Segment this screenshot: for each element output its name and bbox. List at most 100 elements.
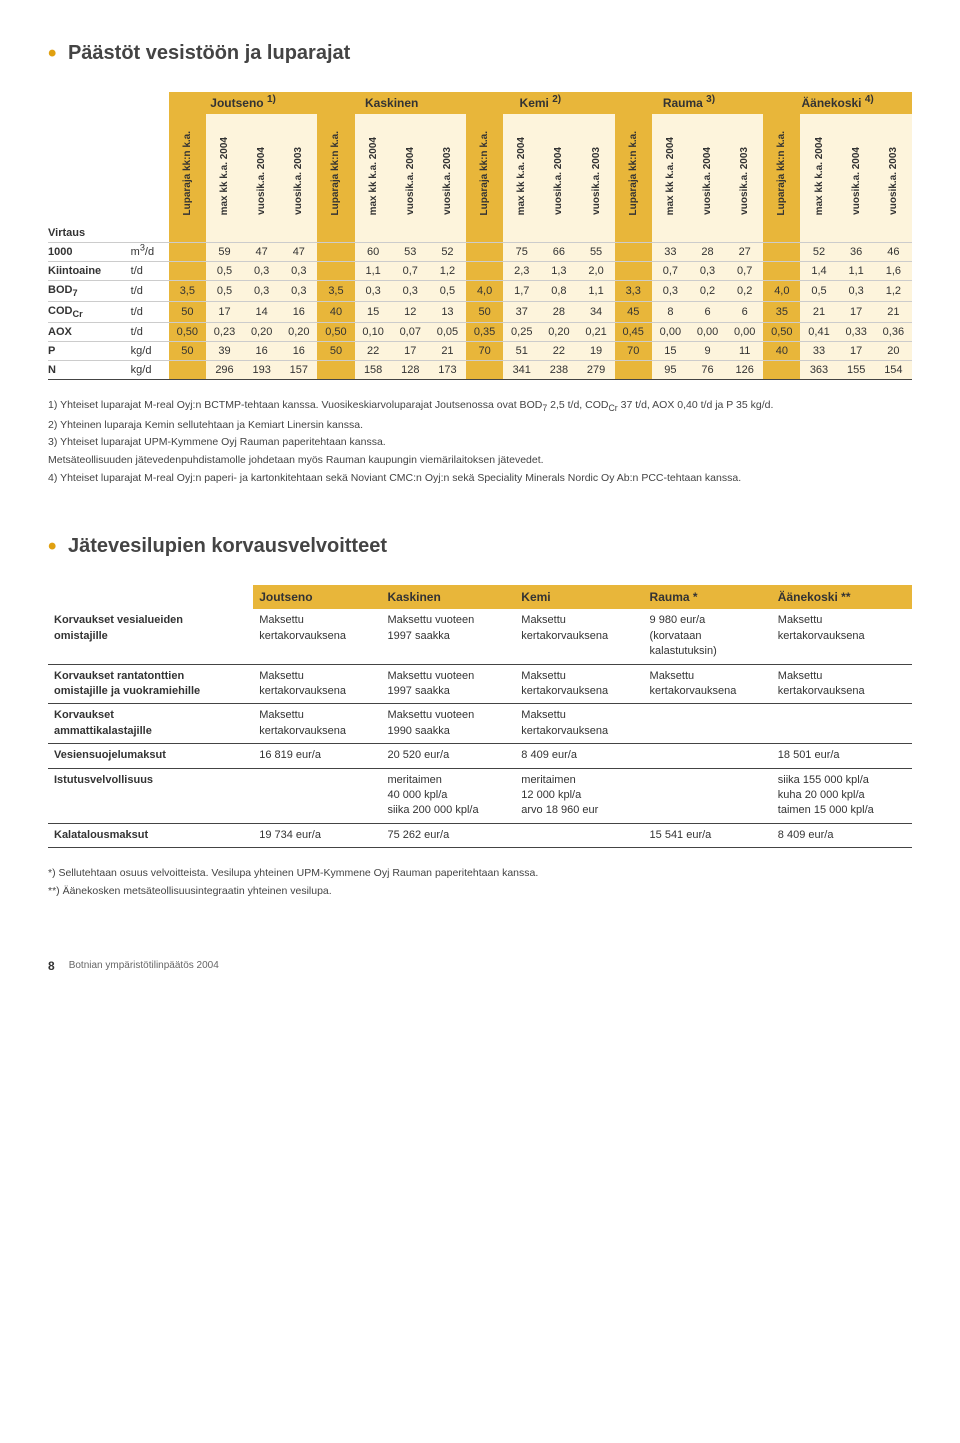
data-cell xyxy=(763,262,800,281)
table-row: Kalatalousmaksut19 734 eur/a75 262 eur/a… xyxy=(48,823,912,847)
data-cell: Maksettu vuoteen1997 saakka xyxy=(381,609,515,664)
data-cell: 15 xyxy=(652,342,689,361)
row-label: P xyxy=(48,342,129,361)
data-cell: 75 xyxy=(503,243,540,262)
row-unit: kg/d xyxy=(129,361,169,380)
data-cell: 4,0 xyxy=(763,281,800,302)
data-cell: 0,20 xyxy=(280,323,317,342)
data-cell xyxy=(726,224,763,243)
data-cell: 0,33 xyxy=(838,323,875,342)
note-line: *) Sellutehtaan osuus velvoitteista. Ves… xyxy=(48,866,912,881)
data-cell xyxy=(615,361,652,380)
data-cell xyxy=(466,243,503,262)
data-cell xyxy=(763,224,800,243)
section1-notes: 1) Yhteiset luparajat M-real Oyj:n BCTMP… xyxy=(48,398,912,485)
data-cell: 0,20 xyxy=(243,323,280,342)
data-cell: 16 xyxy=(243,342,280,361)
data-cell: 0,50 xyxy=(763,323,800,342)
data-cell: 0,5 xyxy=(429,281,466,302)
data-cell: 1,4 xyxy=(800,262,837,281)
data-cell: Maksettukertakorvauksena xyxy=(253,609,381,664)
data-cell: 18 501 eur/a xyxy=(772,744,912,768)
data-cell xyxy=(169,361,206,380)
section2-title: • Jätevesilupien korvausvelvoitteet xyxy=(48,533,912,561)
data-cell: 27 xyxy=(726,243,763,262)
data-cell xyxy=(615,243,652,262)
data-cell: 70 xyxy=(466,342,503,361)
data-cell: 0,3 xyxy=(652,281,689,302)
t2-col-header xyxy=(48,585,253,609)
col-header: vuosik.a. 2004 xyxy=(243,114,280,224)
row-label: Korvauksetammattikalastajille xyxy=(48,704,253,744)
data-cell: 341 xyxy=(503,361,540,380)
data-cell: 33 xyxy=(652,243,689,262)
row-unit: t/d xyxy=(129,323,169,342)
data-cell: 6 xyxy=(689,302,726,323)
data-cell: 13 xyxy=(429,302,466,323)
data-cell: 16 819 eur/a xyxy=(253,744,381,768)
data-cell: 16 xyxy=(280,342,317,361)
data-cell xyxy=(540,224,577,243)
data-cell: 28 xyxy=(540,302,577,323)
data-cell: Maksettukertakorvauksena xyxy=(253,664,381,704)
row-label: Vesiensuojelumaksut xyxy=(48,744,253,768)
data-cell: 0,00 xyxy=(652,323,689,342)
row-unit: t/d xyxy=(129,302,169,323)
data-cell: 158 xyxy=(355,361,392,380)
data-cell: 50 xyxy=(169,302,206,323)
data-cell: 0,5 xyxy=(206,262,243,281)
group-header: Kemi 2) xyxy=(466,92,615,114)
data-cell: 21 xyxy=(875,302,912,323)
data-cell: meritaimen12 000 kpl/aarvo 18 960 eur xyxy=(515,768,643,823)
data-cell: 1,1 xyxy=(838,262,875,281)
note-line: 3) Yhteiset luparajat UPM-Kymmene Oyj Ra… xyxy=(48,435,912,450)
data-cell: 0,3 xyxy=(689,262,726,281)
data-cell: meritaimen40 000 kpl/asiika 200 000 kpl/… xyxy=(381,768,515,823)
data-cell xyxy=(466,224,503,243)
data-cell xyxy=(772,704,912,744)
col-header: Luparaja kk:n k.a. xyxy=(466,114,503,224)
data-cell: 47 xyxy=(243,243,280,262)
data-cell: 15 xyxy=(355,302,392,323)
footer-title: Botnian ympäristötilinpäätös 2004 xyxy=(69,960,219,971)
col-header: vuosik.a. 2003 xyxy=(280,114,317,224)
data-cell: 1,2 xyxy=(429,262,466,281)
data-cell: 0,3 xyxy=(280,281,317,302)
bullet-icon: • xyxy=(48,533,56,560)
table-row: Pkg/d50391616502217217051221970159114033… xyxy=(48,342,912,361)
data-cell xyxy=(466,361,503,380)
data-cell: 45 xyxy=(615,302,652,323)
data-cell: 128 xyxy=(392,361,429,380)
row-label: Virtaus xyxy=(48,224,129,243)
data-cell: 0,00 xyxy=(689,323,726,342)
data-cell: 60 xyxy=(355,243,392,262)
col-header: vuosik.a. 2004 xyxy=(838,114,875,224)
table-row: BOD7t/d3,50,50,30,33,50,30,30,54,01,70,8… xyxy=(48,281,912,302)
data-cell: 17 xyxy=(392,342,429,361)
row-unit: t/d xyxy=(129,281,169,302)
table-row: Kiintoainet/d0,50,30,31,10,71,22,31,32,0… xyxy=(48,262,912,281)
t2-col-header: Kemi xyxy=(515,585,643,609)
row-unit: m3/d xyxy=(129,243,169,262)
section1-title: • Päästöt vesistöön ja luparajat xyxy=(48,40,912,68)
data-cell: 0,07 xyxy=(392,323,429,342)
data-cell: 1,6 xyxy=(875,262,912,281)
data-cell: 50 xyxy=(317,342,354,361)
note-line: 4) Yhteiset luparajat M-real Oyj:n paper… xyxy=(48,471,912,486)
data-cell: 0,36 xyxy=(875,323,912,342)
data-cell: Maksettu vuoteen1990 saakka xyxy=(381,704,515,744)
table-row: CODCrt/d50171416401512135037283445866352… xyxy=(48,302,912,323)
data-cell: 126 xyxy=(726,361,763,380)
row-label: CODCr xyxy=(48,302,129,323)
data-cell xyxy=(615,224,652,243)
t2-col-header: Äänekoski ** xyxy=(772,585,912,609)
col-header: max kk k.a. 2004 xyxy=(800,114,837,224)
data-cell: 50 xyxy=(466,302,503,323)
data-cell: 51 xyxy=(503,342,540,361)
data-cell: 39 xyxy=(206,342,243,361)
data-cell: 75 262 eur/a xyxy=(381,823,515,847)
data-cell: 9 980 eur/a(korvataankalastutuksin) xyxy=(644,609,772,664)
row-label: Istutusvelvollisuus xyxy=(48,768,253,823)
data-cell: 0,2 xyxy=(726,281,763,302)
data-cell: 17 xyxy=(838,302,875,323)
